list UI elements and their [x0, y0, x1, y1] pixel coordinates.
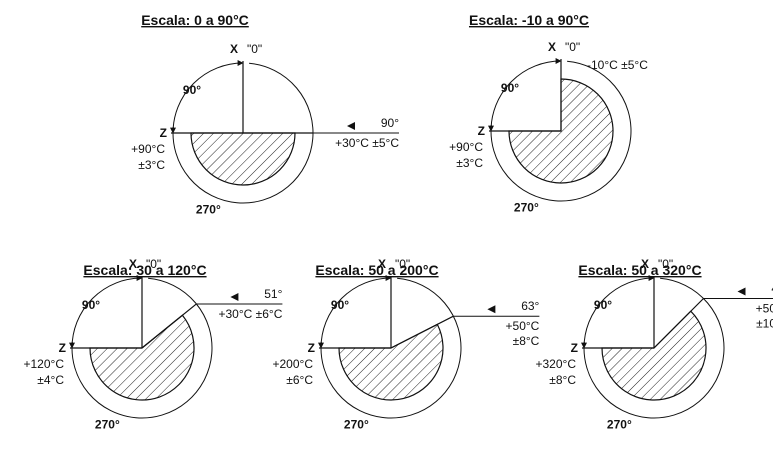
hatched-sector — [508, 78, 614, 184]
angle-symbol-icon — [487, 305, 496, 314]
x-label: X — [548, 40, 556, 54]
angle-270-label: 270° — [344, 417, 369, 431]
end-value-1: +50°C — [756, 302, 773, 316]
x-label: X — [641, 257, 649, 271]
pointer-angle-label: 51° — [264, 287, 282, 301]
angle-symbol-icon — [230, 292, 239, 301]
x-zero-label: "0" — [247, 42, 262, 56]
z-value-1: +90°C — [131, 142, 165, 156]
scale-title: Escala: -10 a 90°C — [469, 12, 589, 28]
angle-270-label: 270° — [95, 417, 120, 431]
hatched-sector — [601, 310, 707, 401]
end-value-1: +30°C ±6°C — [219, 307, 283, 321]
arc-90 — [69, 275, 143, 349]
angle-90-label: 90° — [82, 298, 100, 312]
z-value-1: +120°C — [24, 357, 65, 371]
z-value-2: ±3°C — [456, 156, 483, 170]
arc-270 — [172, 62, 314, 204]
scale-title: Escala: 0 a 90°C — [141, 12, 249, 28]
scale-title: Escala: 50 a 200°C — [315, 262, 438, 278]
scale-title: Escala: 50 a 320°C — [578, 262, 701, 278]
x-zero-label: "0" — [146, 257, 161, 271]
hatched-sector — [338, 323, 444, 401]
scale-diagram-1: Escala: 0 a 90°C X "0" 90° 270° Z +90°C ±3°C 90°… — [131, 12, 399, 216]
start-value: -10°C ±5°C — [587, 58, 648, 72]
end-value-1: +50°C — [506, 319, 540, 333]
angle-90-label: 90° — [501, 81, 519, 95]
arc-90 — [488, 58, 562, 132]
angle-symbol-icon — [347, 122, 355, 130]
arc-90 — [318, 275, 392, 349]
z-value-1: +200°C — [273, 357, 314, 371]
hatched-sector — [89, 314, 195, 401]
z-value-2: ±6°C — [286, 373, 313, 387]
x-label: X — [230, 42, 238, 56]
x-zero-label: "0" — [658, 257, 673, 271]
arc-90 — [581, 275, 655, 349]
angle-symbol-icon — [737, 287, 746, 296]
angle-90-label: 90° — [594, 298, 612, 312]
end-value-2: ±8°C — [513, 334, 540, 348]
z-label: Z — [478, 124, 485, 138]
hatched-sector — [190, 132, 296, 186]
arc-270 — [71, 277, 213, 419]
pointer-line — [653, 298, 704, 349]
z-value-1: +320°C — [536, 357, 577, 371]
arc-270 — [490, 60, 632, 202]
z-value-2: ±4°C — [37, 373, 64, 387]
arc-270 — [320, 277, 462, 419]
z-label: Z — [571, 341, 578, 355]
x-label: X — [129, 257, 137, 271]
z-value-2: ±8°C — [549, 373, 576, 387]
pointer-line — [141, 303, 197, 349]
pointer-angle-label: 45° — [771, 282, 773, 296]
angle-90-label: 90° — [183, 83, 201, 97]
x-zero-label: "0" — [565, 40, 580, 54]
pointer-line — [390, 315, 454, 349]
z-label: Z — [59, 341, 66, 355]
z-value-2: ±3°C — [138, 158, 165, 172]
x-zero-label: "0" — [395, 257, 410, 271]
scale-diagram-2: Escala: -10 a 90°C X "0" 90° 270° Z +90°C ±3°C -… — [449, 12, 648, 214]
scale-diagram-5: Escala: 50 a 320°CX "0" 90° 270° Z +320°C ±8°C… — [536, 257, 773, 431]
angle-90-label: 90° — [331, 298, 349, 312]
scale-title: Escala: 30 a 120°C — [83, 262, 206, 278]
pointer-angle-label: 90° — [381, 116, 399, 130]
angle-270-label: 270° — [196, 202, 221, 216]
z-value-1: +90°C — [449, 140, 483, 154]
z-label: Z — [308, 341, 315, 355]
angle-270-label: 270° — [514, 200, 539, 214]
end-value-2: ±10°C — [756, 317, 773, 331]
arc-270 — [583, 277, 725, 419]
pointer-angle-label: 63° — [521, 299, 539, 313]
scale-diagram-4: Escala: 50 a 200°CX "0" 90° 270° Z +200°C ±6°C… — [273, 257, 540, 431]
scale-diagram-3: Escala: 30 a 120°CX "0" 90° 270° Z +120°C ±4°C… — [24, 257, 283, 431]
angle-270-label: 270° — [607, 417, 632, 431]
z-label: Z — [160, 126, 167, 140]
arc-90 — [170, 60, 244, 134]
x-label: X — [378, 257, 386, 271]
end-value-1: +30°C ±5°C — [335, 136, 399, 150]
